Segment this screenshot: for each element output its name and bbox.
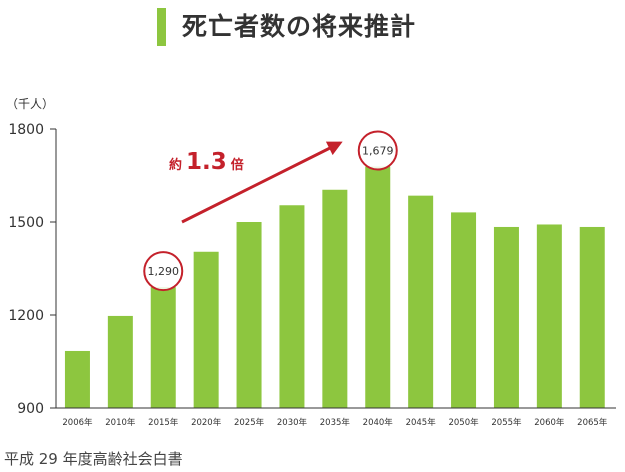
x-tick-label-2025年: 2025年 [234,417,265,428]
bar-2006年 [64,350,90,408]
bar-2040年 [365,166,391,408]
x-tick-label-2050年: 2050年 [448,417,479,428]
highlight-circle-2040年 [357,130,398,171]
growth-label-value: 1.3 [186,149,227,175]
growth-label-prefix: 約 [169,157,182,173]
x-tick-label-2060年: 2060年 [534,417,565,428]
bar-2030年 [279,205,305,408]
highlight-circle-2015年 [143,251,184,292]
bar-2035年 [322,189,348,408]
growth-arrow [181,141,343,224]
x-tick-label-2065年: 2065年 [577,417,608,428]
x-tick-label-2045年: 2045年 [406,417,437,428]
y-tick-label-1200: 1200 [8,308,44,324]
growth-label-suffix: 倍 [231,157,244,173]
y-axis-label: （千人） [6,97,54,111]
bar-2020年 [193,251,219,408]
page-title: 死亡者数の将来推計 [182,12,417,41]
x-tick-label-2055年: 2055年 [491,417,522,428]
y-tick-label-1800: 1800 [8,122,44,138]
y-tick-label-1500: 1500 [8,215,44,231]
bar-2010年 [107,315,133,408]
bar-2055年 [493,226,519,408]
x-tick-label-2010年: 2010年 [105,417,136,428]
x-tick-label-2030年: 2030年 [277,417,308,428]
bar-2045年 [408,195,434,408]
x-tick-label-2040年: 2040年 [363,417,394,428]
bar-2065年 [579,226,605,408]
bar-2015年 [150,287,176,408]
x-tick-label-2035年: 2035年 [320,417,351,428]
x-tick-label-2020年: 2020年 [191,417,222,428]
x-tick-label-2006年: 2006年 [62,417,93,428]
source-note: 平成 29 年度高齢社会白書 [4,450,183,468]
x-tick-label-2015年: 2015年 [148,417,179,428]
growth-label: 約 1.3 倍 [169,149,244,175]
y-tick-label-900: 900 [17,401,44,417]
bar-2060年 [536,224,562,408]
bar-2025年 [236,222,262,408]
bar-2050年 [451,212,477,408]
value-label-2015年: 1,290 [148,265,180,278]
value-label-2040年: 1,679 [362,145,394,158]
title-accent-bar [157,8,166,46]
